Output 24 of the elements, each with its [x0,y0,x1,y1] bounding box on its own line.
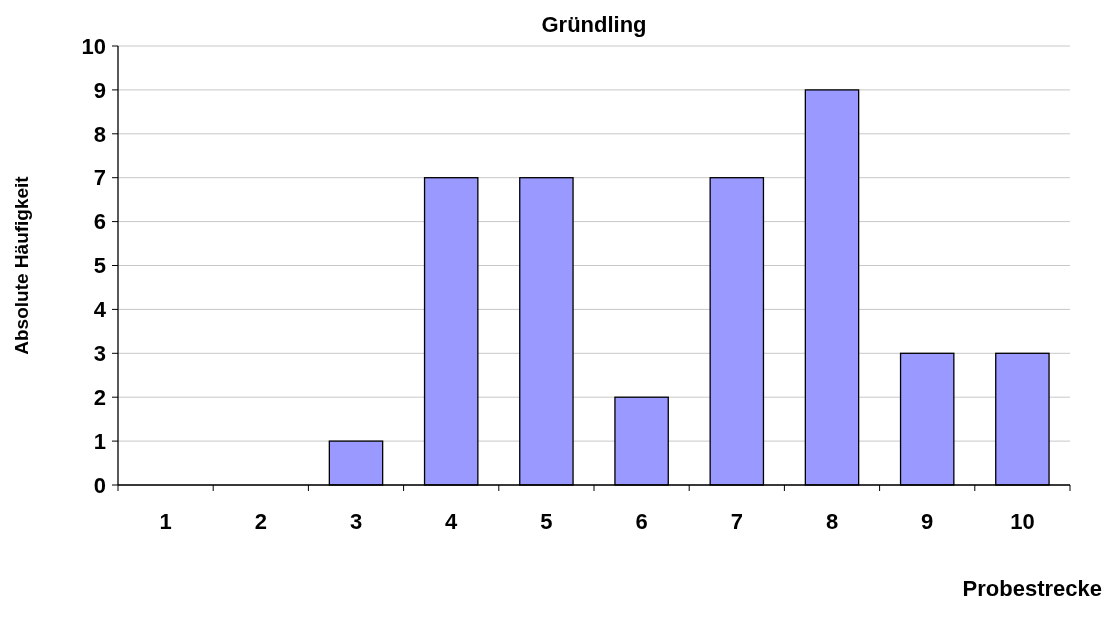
x-tick-label: 8 [825,509,839,534]
y-tick-label: 9 [93,77,106,103]
x-tick-label: 10 [1010,509,1035,534]
y-tick-label: 1 [93,428,106,454]
x-tick-label: 1 [159,509,172,534]
x-tick-label: 4 [445,509,459,534]
x-axis-title: Probestrecke [962,576,1102,601]
y-tick-label: 0 [93,472,106,498]
x-tick-label: 9 [921,509,934,534]
y-tick-label: 7 [93,165,106,191]
y-tick-label: 3 [93,341,106,366]
x-tick-label: 3 [349,509,363,534]
y-tick-label: 8 [93,121,106,147]
y-axis-title: Absolute Häufigkeit [11,175,32,355]
y-tick-label: 2 [93,384,106,410]
x-tick-label: 7 [730,509,743,534]
y-tick-label: 5 [93,253,106,279]
x-tick-label: 6 [635,509,648,534]
y-tick-label: 10 [81,33,106,59]
x-tick-label: 2 [254,509,267,534]
y-tick-label: 6 [93,209,106,235]
y-tick-label: 4 [93,297,107,323]
chart-title: Gründling [541,12,647,37]
x-tick-label: 5 [540,509,553,534]
